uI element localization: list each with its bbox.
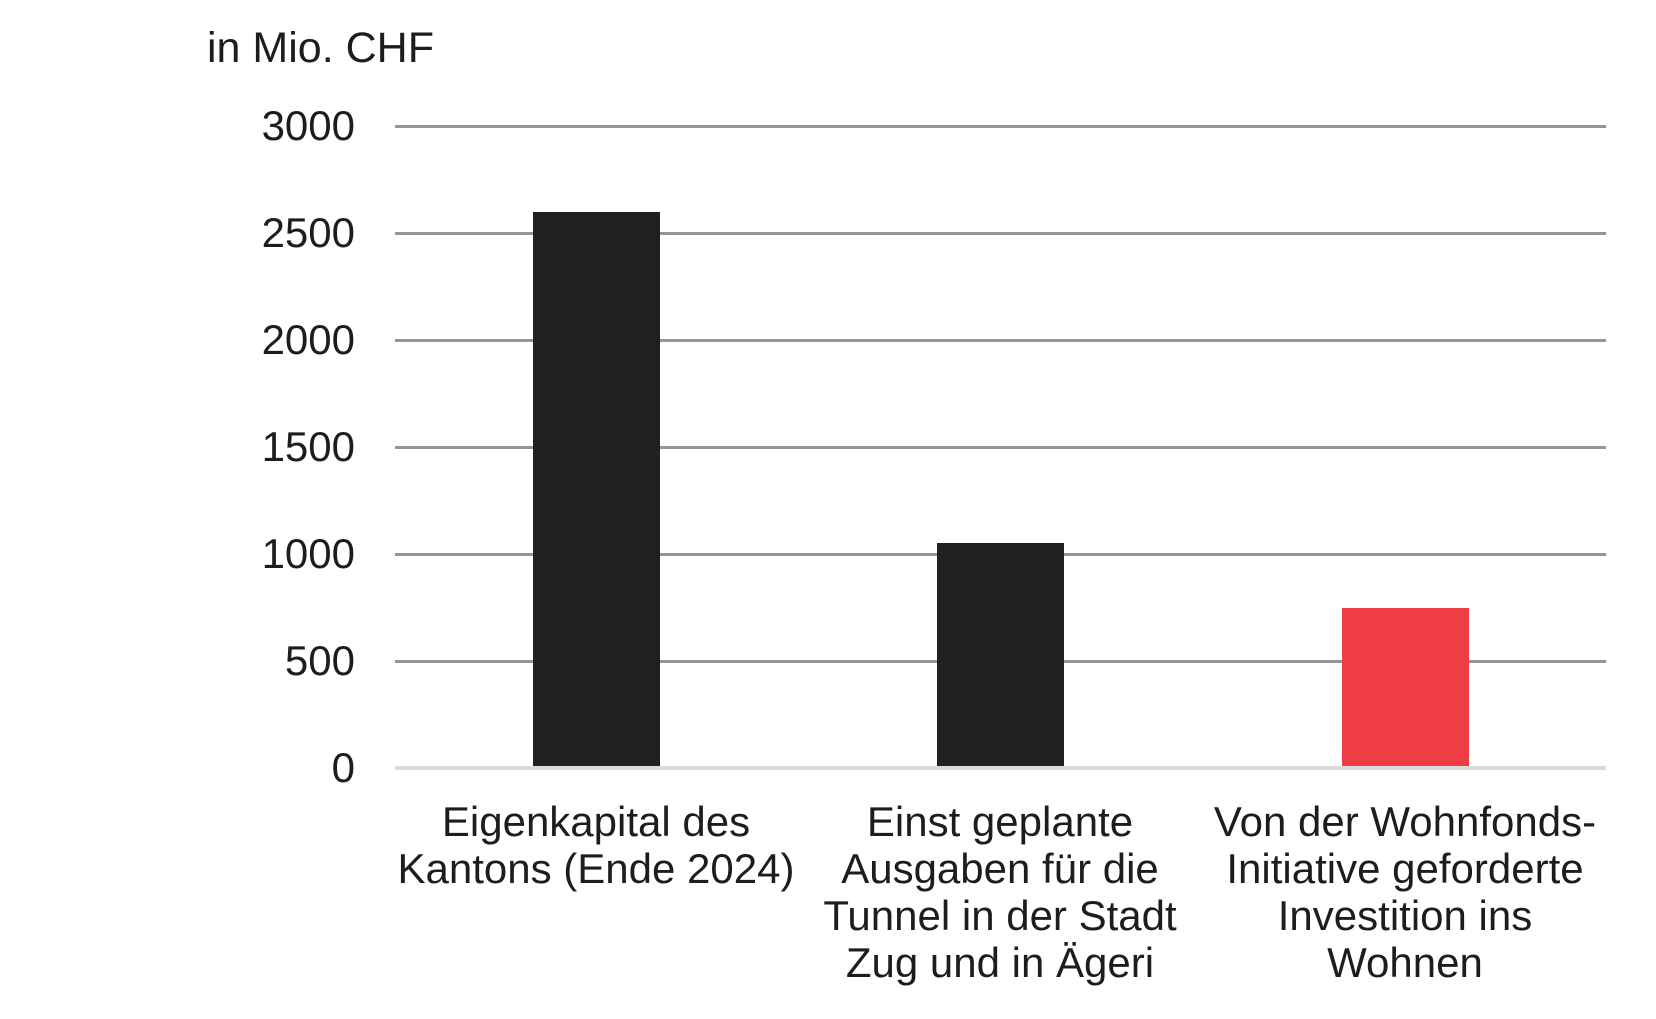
x-axis-category-label: Eigenkapital des Kantons (Ende 2024) xyxy=(397,798,795,892)
y-axis-tick-label: 2000 xyxy=(261,316,355,363)
gridline xyxy=(395,232,1606,235)
y-axis-tick-label: 3000 xyxy=(261,102,355,149)
y-axis-unit-label: in Mio. CHF xyxy=(207,24,434,72)
x-axis-category-label: Einst geplante Ausgaben für die Tunnel i… xyxy=(823,798,1177,986)
bar xyxy=(1341,607,1469,768)
x-axis-baseline xyxy=(395,766,1606,770)
bar xyxy=(936,543,1064,768)
y-axis-tick-label: 500 xyxy=(284,637,355,684)
y-axis-tick-label: 0 xyxy=(331,744,355,791)
bar xyxy=(532,211,660,768)
y-axis-tick-label: 1500 xyxy=(261,423,355,470)
y-axis-tick-label: 1000 xyxy=(261,530,355,577)
y-axis-tick-label: 2500 xyxy=(261,209,355,256)
x-axis-category-label: Von der Wohnfonds- Initiative geforderte… xyxy=(1213,798,1597,986)
gridline xyxy=(395,125,1606,128)
gridline xyxy=(395,446,1606,449)
gridline xyxy=(395,339,1606,342)
